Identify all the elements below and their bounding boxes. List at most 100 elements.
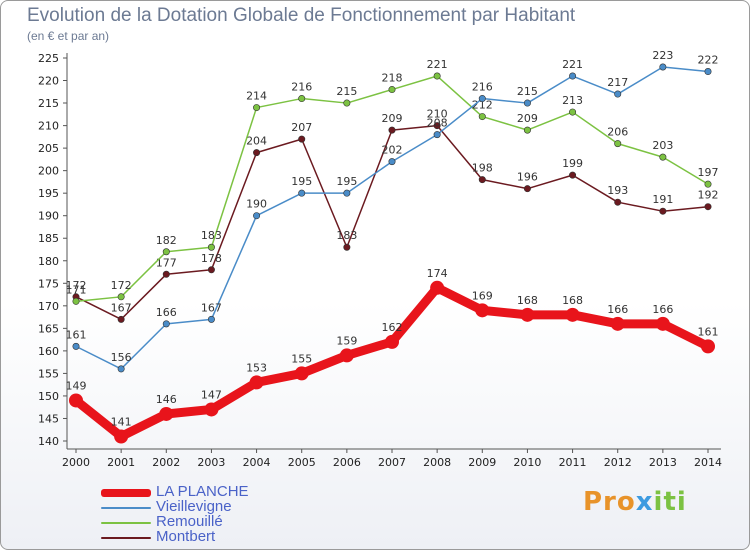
data-point [704,203,712,211]
data-point [249,375,264,390]
data-point [614,198,622,206]
y-tick-label: 155 [38,367,59,380]
data-label: 195 [291,175,312,188]
data-point [475,303,490,318]
data-point [659,63,667,71]
y-tick-label: 150 [38,390,59,403]
data-point [117,365,125,373]
data-label: 166 [156,306,177,319]
data-point [520,307,535,322]
data-label: 166 [652,303,673,316]
logo-part-1: Pro [583,487,636,517]
data-point [478,95,486,103]
data-point [162,320,170,328]
data-point [478,176,486,184]
data-label: 221 [427,58,448,71]
x-tick-label: 2009 [468,456,496,469]
data-label: 193 [607,184,628,197]
data-point [569,72,577,80]
chart-subtitle: (en € et par an) [27,29,110,43]
data-point [614,140,622,148]
data-label: 162 [382,321,403,334]
legend-swatch [101,537,151,539]
legend-swatch [101,507,151,509]
data-label: 213 [562,94,583,107]
x-tick-label: 2006 [333,456,361,469]
data-point [253,104,261,112]
data-point [114,429,129,444]
legend-item: Vieillevigne [101,498,301,515]
data-label: 206 [607,126,628,139]
data-label: 147 [201,388,222,401]
data-point [162,248,170,256]
data-point [655,316,670,331]
y-tick-label: 195 [38,187,59,200]
data-point [388,86,396,94]
data-label: 141 [111,415,132,428]
x-tick-label: 2010 [513,456,541,469]
data-point [478,113,486,121]
data-label: 216 [291,81,312,94]
logo-part-3: iti [653,487,687,517]
data-point [117,293,125,301]
x-tick-label: 2001 [107,456,135,469]
y-tick-label: 220 [38,75,59,88]
data-label: 223 [652,49,673,62]
data-label: 167 [111,301,132,314]
data-point [343,99,351,107]
y-tick-label: 200 [38,165,59,178]
data-point [610,316,625,331]
data-point [69,393,83,408]
data-point [72,297,80,305]
data-label: 146 [156,393,177,406]
x-tick-label: 2003 [197,456,225,469]
data-point [117,315,125,323]
x-tick-label: 2004 [243,456,271,469]
y-tick-label: 175 [38,277,59,290]
data-label: 208 [427,117,448,130]
legend-label: Vieillevigne [156,498,232,515]
data-label: 168 [517,294,538,307]
legend: LA PLANCHE Vieillevigne Remouillé Montbert [101,483,301,545]
data-point [388,158,396,166]
data-point [339,348,354,363]
data-label: 204 [246,135,267,148]
data-label: 177 [156,256,177,269]
data-label: 195 [336,175,357,188]
y-tick-label: 210 [38,120,59,133]
data-label: 196 [517,171,538,184]
chart-title: Evolution de la Dotation Globale de Fonc… [27,5,576,26]
data-point [298,189,306,197]
y-tick-label: 225 [38,52,59,65]
y-tick-label: 165 [38,322,59,335]
data-label: 203 [652,139,673,152]
data-point [294,366,309,381]
data-label: 168 [562,294,583,307]
data-label: 217 [607,76,628,89]
data-label: 190 [246,198,267,211]
data-point [704,180,712,188]
y-tick-label: 180 [38,255,59,268]
data-point [253,212,261,220]
data-label: 207 [291,121,312,134]
legend-label: Montbert [156,528,216,545]
data-point [388,126,396,134]
y-tick-label: 215 [38,97,59,110]
data-label: 167 [201,301,222,314]
y-tick-label: 145 [38,412,59,425]
data-label: 169 [472,289,493,302]
data-point [433,72,441,80]
legend-item: LA PLANCHE [101,483,301,500]
data-label: 166 [607,303,628,316]
data-label: 174 [427,267,448,280]
y-tick-label: 170 [38,300,59,313]
data-label: 178 [201,252,222,265]
x-tick-label: 2002 [152,456,180,469]
y-tick-label: 185 [38,232,59,245]
data-label: 198 [472,162,493,175]
data-point [659,153,667,161]
data-label: 215 [336,85,357,98]
data-label: 209 [382,112,403,125]
data-label: 192 [698,189,719,202]
